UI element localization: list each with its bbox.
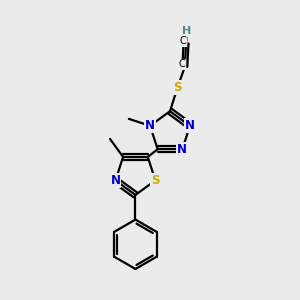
Text: N: N (185, 119, 195, 132)
Text: S: S (173, 81, 182, 94)
Text: S: S (151, 174, 160, 187)
Text: N: N (110, 174, 121, 187)
Text: C: C (180, 36, 187, 46)
Text: H: H (182, 26, 191, 36)
Text: N: N (177, 143, 187, 156)
Text: C: C (178, 59, 185, 69)
Text: N: N (145, 119, 155, 132)
